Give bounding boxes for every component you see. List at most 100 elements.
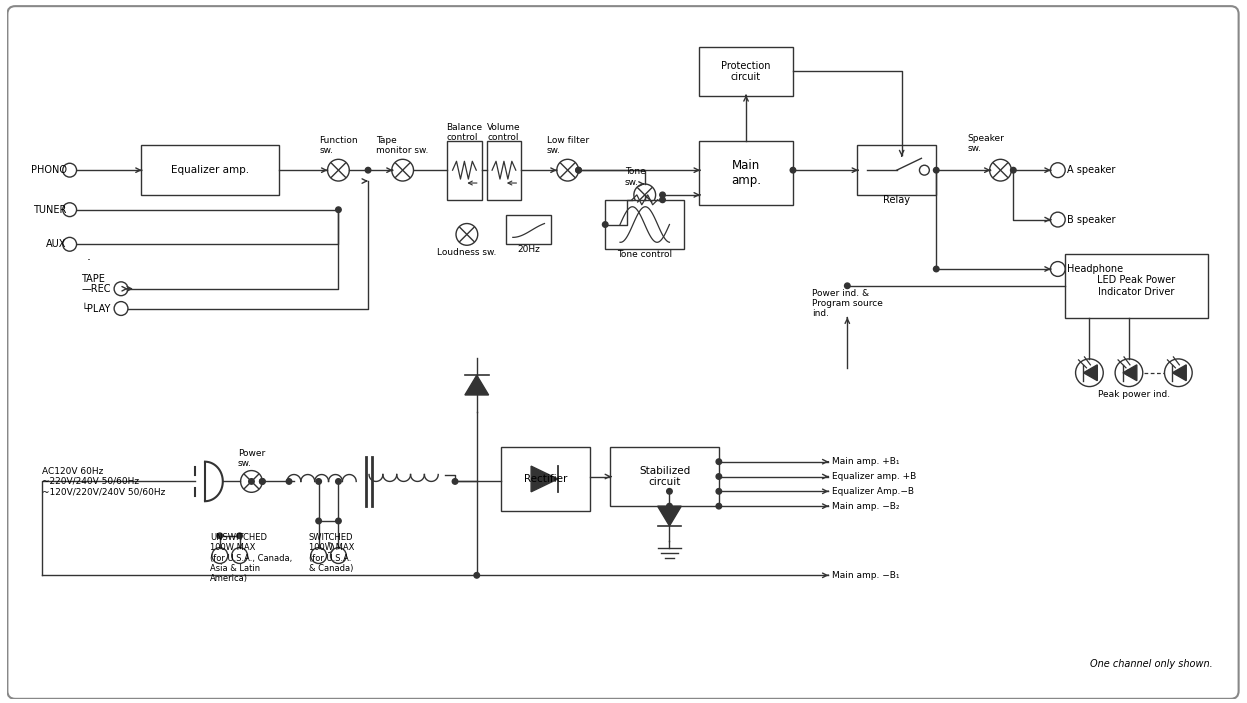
Bar [506,214,551,244]
Text: A speaker: A speaker [1066,165,1115,175]
Circle shape [330,548,347,564]
Bar [141,146,279,195]
Circle shape [217,533,223,538]
Circle shape [576,167,581,173]
Circle shape [62,238,76,251]
Text: Main
amp.: Main amp. [731,159,761,186]
Text: B speaker: B speaker [1066,214,1115,224]
Text: Loudness sw.: Loudness sw. [438,247,496,257]
Circle shape [259,479,266,484]
Polygon shape [657,506,681,526]
Text: Stabilized
circuit: Stabilized circuit [638,465,690,487]
Circle shape [232,548,247,564]
Circle shape [335,207,342,212]
Text: SWITCHED
100W MAX
(for U.S.A.
& Canada): SWITCHED 100W MAX (for U.S.A. & Canada) [309,533,354,573]
Text: PHONO: PHONO [31,165,66,175]
Circle shape [557,160,579,181]
Circle shape [667,503,672,509]
Circle shape [392,160,414,181]
Circle shape [934,167,939,173]
Circle shape [1050,163,1065,178]
Text: Peak power ind.: Peak power ind. [1097,390,1170,399]
Bar [700,141,793,205]
Circle shape [248,479,254,484]
Polygon shape [1172,365,1186,380]
Circle shape [844,283,850,288]
Bar [610,447,718,506]
Text: Main amp. −B₁: Main amp. −B₁ [833,571,900,580]
Circle shape [1010,167,1016,173]
Circle shape [716,503,722,509]
Polygon shape [531,466,557,492]
Circle shape [456,224,478,245]
Text: Main amp. −B₂: Main amp. −B₂ [833,502,900,510]
Bar [700,46,793,96]
Text: Equalizer amp.: Equalizer amp. [171,165,249,175]
Bar [448,141,481,200]
Text: Protection
circuit: Protection circuit [721,60,771,82]
Text: LED Peak Power
Indicator Driver: LED Peak Power Indicator Driver [1097,276,1176,297]
Polygon shape [1124,365,1137,380]
Text: 20Hz: 20Hz [518,245,540,254]
Text: Equalizer amp. +B: Equalizer amp. +B [833,472,917,481]
Text: Headphone: Headphone [1066,264,1122,274]
Circle shape [62,202,76,217]
Circle shape [660,192,666,198]
Circle shape [716,459,722,465]
Circle shape [335,518,342,524]
Text: Main amp. +B₁: Main amp. +B₁ [833,457,900,466]
Text: Tone
sw.: Tone sw. [625,167,646,187]
Circle shape [667,489,672,494]
FancyBboxPatch shape [7,6,1238,699]
Text: └PLAY: └PLAY [81,304,111,314]
Circle shape [716,489,722,494]
Circle shape [1050,212,1065,227]
Text: TUNER: TUNER [34,205,66,214]
Circle shape [311,548,327,564]
Circle shape [919,165,929,175]
Text: Tape
monitor sw.: Tape monitor sw. [377,136,429,155]
Circle shape [660,197,666,202]
Circle shape [1115,359,1142,387]
Circle shape [328,160,349,181]
Text: AUX: AUX [46,239,66,250]
Text: Function
sw.: Function sw. [319,136,358,155]
Text: UNSWITCHED
100W MAX
(for U.S.A., Canada,
Asia & Latin
America): UNSWITCHED 100W MAX (for U.S.A., Canada,… [209,533,292,583]
Text: AC120V 60Hz
~220V/240V 50/60Hz
~120V/220V/240V 50/60Hz: AC120V 60Hz ~220V/240V 50/60Hz ~120V/220… [42,467,166,496]
Circle shape [259,479,266,484]
Circle shape [716,474,722,479]
Text: Volume
control: Volume control [488,123,521,142]
Circle shape [633,184,656,206]
Bar [486,141,521,200]
Text: Power
sw.: Power sw. [238,449,266,468]
Circle shape [990,160,1011,181]
Circle shape [115,282,128,296]
Bar [1065,254,1208,318]
Circle shape [62,163,76,177]
Circle shape [1076,359,1104,387]
Circle shape [791,167,796,173]
Circle shape [335,479,342,484]
Text: Balance
control: Balance control [446,123,483,142]
Text: One channel only shown.: One channel only shown. [1090,659,1213,669]
Text: Rectifier: Rectifier [524,474,567,484]
Text: Low filter
sw.: Low filter sw. [546,136,589,155]
Circle shape [237,533,242,538]
Circle shape [602,221,609,227]
Circle shape [576,167,581,173]
Bar [501,447,590,511]
Circle shape [315,479,322,484]
Circle shape [241,470,262,492]
Text: TAPE: TAPE [81,274,106,284]
Circle shape [934,266,939,272]
Circle shape [1165,359,1192,387]
Circle shape [315,518,322,524]
Circle shape [1050,262,1065,276]
Polygon shape [465,375,489,395]
Circle shape [365,167,370,173]
Text: Tone control: Tone control [617,250,672,259]
Text: .: . [86,250,91,263]
Text: Relay: Relay [883,195,910,205]
Bar [857,146,936,195]
Circle shape [212,548,228,564]
